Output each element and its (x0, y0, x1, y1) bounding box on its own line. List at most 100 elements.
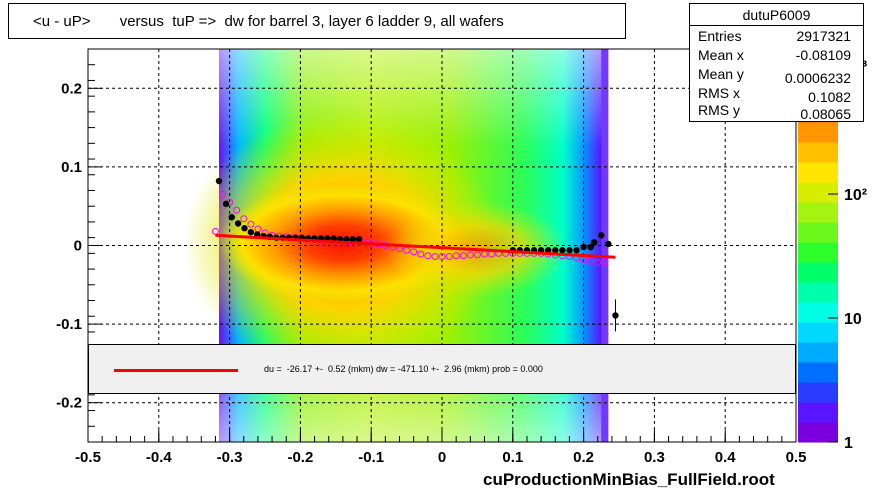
color-scale-segment (798, 202, 838, 223)
profile-point-magenta (473, 251, 481, 259)
fit-legend-text: du = -26.17 +- 0.52 (mkm) dw = -471.10 +… (264, 364, 543, 374)
color-scale-segment (798, 422, 838, 443)
color-scale-segment (798, 402, 838, 423)
profile-point-black (330, 235, 337, 242)
x-tick-label: 0 (438, 449, 446, 466)
axes: -0.5 -0.4 -0.3 -0.2 -0.1 0 0.1 0.2 0.3 0.4 0.5 -0.2… (56, 48, 807, 466)
profile-point-black (234, 220, 242, 227)
profile-point-magenta (594, 259, 602, 267)
profile-point-black (545, 247, 552, 254)
color-scale-segment (798, 342, 838, 363)
profile-point-black (343, 236, 350, 243)
x-tick-label: -0.4 (146, 449, 173, 466)
stats-value: -0.08109 (795, 47, 851, 63)
title-box: <u - uP> versus tuP => dw for barrel 3, … (8, 3, 626, 39)
color-scale-segment (798, 302, 838, 323)
profile-marks (211, 177, 619, 332)
x-tick-label: -0.1 (358, 449, 384, 466)
color-scale-segment (798, 142, 838, 163)
y-tick-label: 0.1 (61, 159, 82, 176)
profile-point-black (605, 240, 612, 248)
stats-value: 0.1082 (808, 89, 851, 105)
profile-point-magenta (466, 251, 474, 259)
profile-point-black (222, 200, 230, 208)
x-tick-label: 0.5 (786, 449, 807, 466)
y-tick-label: 0 (74, 238, 82, 255)
stats-label: Entries (698, 28, 742, 44)
color-scale-segment (798, 242, 838, 263)
color-scale-segment (798, 182, 838, 203)
stats-label: Mean x (698, 47, 744, 63)
stats-label: RMS x (698, 85, 740, 101)
color-scale-label: 10 (844, 311, 862, 328)
stats-row-rms-x: RMS x 0.1082 (698, 85, 851, 105)
profile-point-magenta (431, 253, 439, 261)
color-scale-segment (798, 262, 838, 283)
profile-point-magenta (233, 206, 241, 214)
x-tick-label: 0.4 (715, 449, 737, 466)
stats-value: 0.0006232 (784, 70, 851, 86)
fit-line (215, 233, 616, 259)
stats-row-mean-y: Mean y 0.0006232 (698, 66, 851, 86)
profile-point-magenta (247, 220, 255, 228)
profile-point-black (580, 243, 587, 251)
stats-row-rms-y: RMS y 0.08065 (698, 102, 851, 122)
profile-point-magenta (459, 252, 467, 260)
color-scale-segment (798, 122, 838, 143)
profile-point-black (559, 247, 566, 254)
profile-point-black (573, 247, 580, 254)
profile-point-magenta (601, 257, 609, 265)
stats-row-entries: Entries 2917321 (698, 28, 851, 47)
profile-point-magenta (445, 253, 453, 261)
x-tick-label: -0.2 (287, 449, 313, 466)
color-scale-label: 10² (844, 187, 867, 204)
y-tick-label: -0.2 (56, 395, 82, 412)
profile-point-black (355, 236, 363, 243)
profile-point-magenta (240, 215, 248, 223)
stats-histogram-name: dutuP6009 (742, 7, 811, 23)
profile-point-black (241, 225, 248, 232)
color-scale-segment (798, 362, 838, 383)
profile-point-magenta (452, 252, 460, 260)
y-tick-label: 0.2 (61, 80, 82, 97)
color-scale-segment (798, 162, 838, 183)
profile-point-black (215, 177, 223, 185)
stats-label: Mean y (698, 66, 744, 82)
x-tick-label: 0.1 (502, 449, 523, 466)
stats-label: RMS y (698, 102, 740, 118)
profile-point-black (247, 228, 255, 236)
profile-point-black (591, 239, 598, 246)
color-scale-segment (798, 282, 838, 303)
profile-point-magenta (417, 250, 425, 258)
x-tick-label: -0.5 (75, 449, 101, 466)
y-tick-label: -0.1 (56, 316, 82, 333)
x-tick-label: -0.3 (217, 449, 243, 466)
fit-legend-box: du = -26.17 +- 0.52 (mkm) dw = -471.10 +… (88, 344, 796, 394)
profile-point-magenta (211, 227, 219, 235)
stats-separator (690, 25, 863, 26)
color-scale-segment (798, 222, 838, 243)
profile-point-magenta (587, 257, 595, 265)
fit-legend-line (114, 369, 238, 372)
profile-point-magenta (410, 248, 418, 256)
profile-point-magenta (424, 252, 432, 260)
profile-point-black (349, 236, 356, 243)
x-tick-label: 0.3 (644, 449, 665, 466)
profile-point-black (587, 243, 594, 251)
profile-point-black (612, 312, 619, 319)
color-scale-segment (798, 322, 838, 343)
profile-point-magenta (219, 190, 227, 198)
profile-point-magenta (438, 253, 446, 261)
stats-value: 0.08065 (800, 106, 851, 122)
footer-filename: cuProductionMinBias_FullField.root (483, 470, 775, 489)
x-tick-label: 0.2 (573, 449, 594, 466)
stats-row-mean-x: Mean x -0.08109 (698, 47, 851, 66)
color-scale-label: 1 (844, 435, 853, 452)
stats-box: dutuP6009 Entries 2917321 Mean x -0.0810… (689, 3, 864, 122)
grid-lines (88, 49, 796, 442)
profile-point-black (566, 247, 573, 254)
chart-title: <u - uP> versus tuP => dw for barrel 3, … (33, 13, 504, 30)
profile-point-black (598, 232, 605, 239)
profile-point-black (228, 214, 235, 221)
